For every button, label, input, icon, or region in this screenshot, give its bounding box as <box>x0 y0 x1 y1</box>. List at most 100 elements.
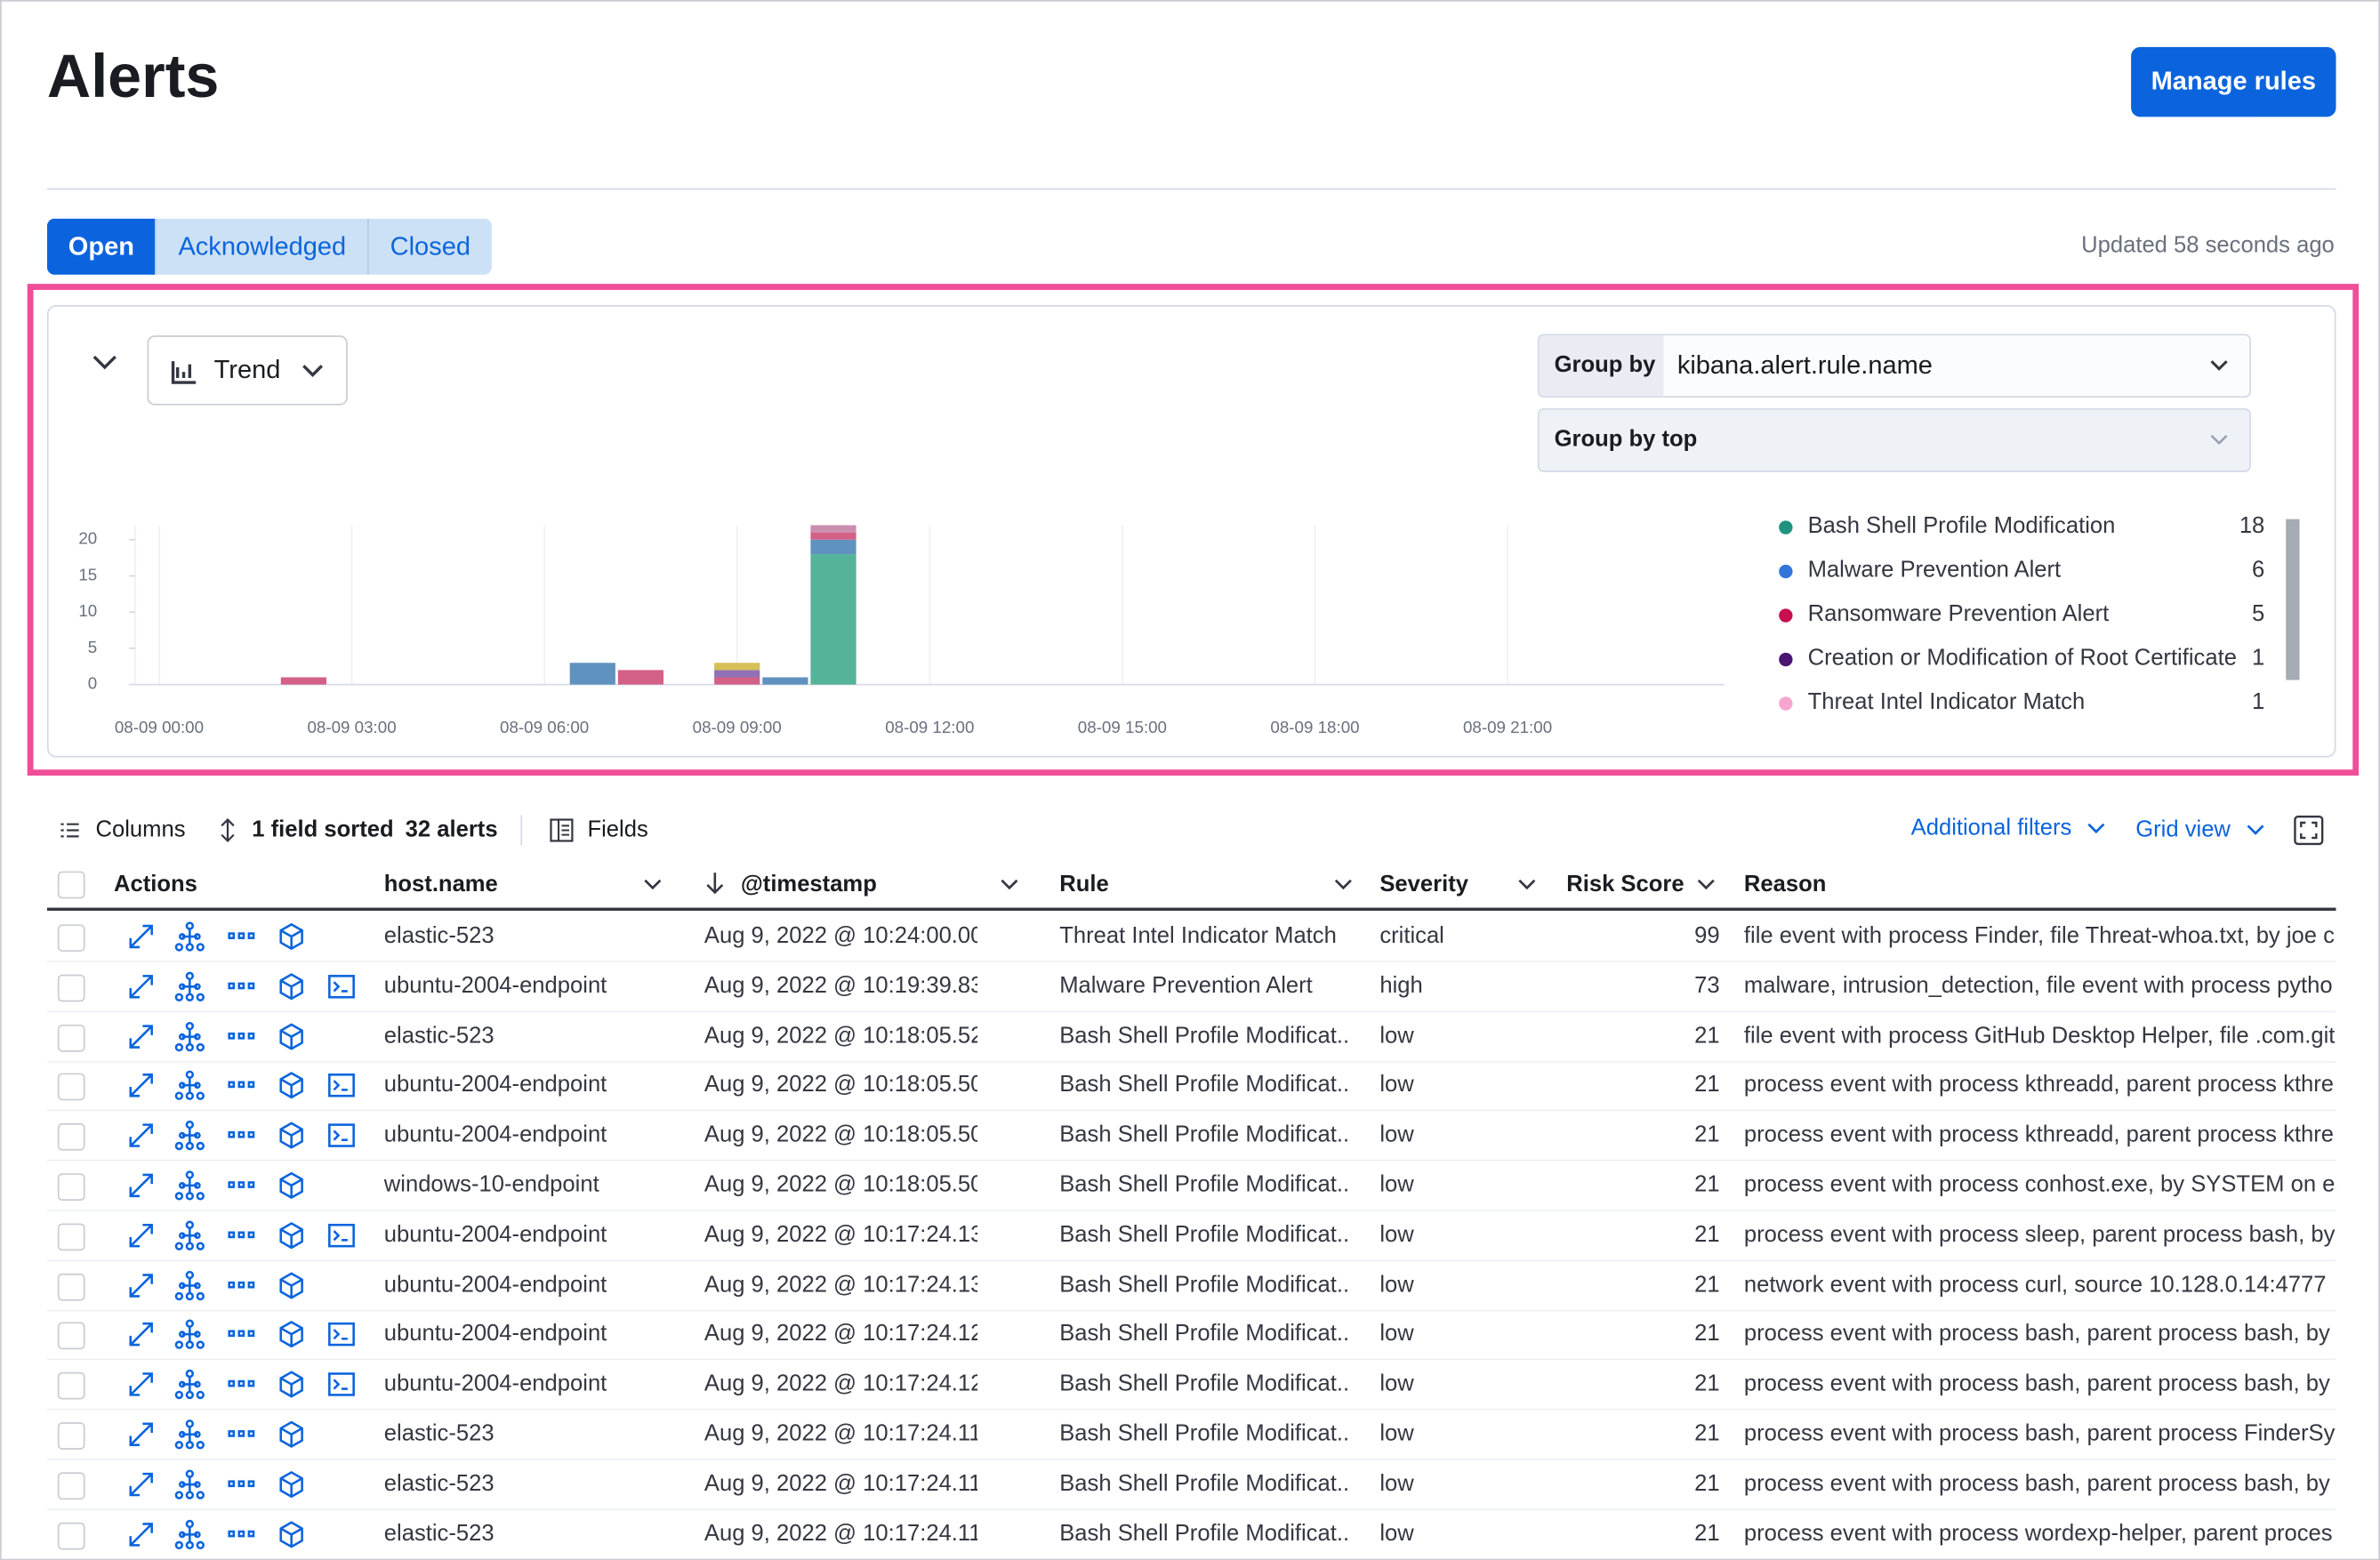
columns-button[interactable]: Columns <box>95 816 186 843</box>
column-header[interactable]: Reason <box>1743 871 1827 897</box>
row-checkbox[interactable] <box>57 1323 85 1350</box>
session-view-icon[interactable] <box>326 1320 357 1350</box>
analyze-icon[interactable] <box>174 1270 205 1300</box>
more-icon[interactable] <box>226 1270 256 1300</box>
column-menu[interactable] <box>999 877 1020 892</box>
analyze-icon[interactable] <box>174 1021 205 1051</box>
column-header[interactable]: host.name <box>383 871 498 897</box>
expand-icon[interactable] <box>126 1519 157 1549</box>
more-icon[interactable] <box>226 921 256 952</box>
investigate-icon[interactable] <box>277 1419 307 1450</box>
session-view-icon[interactable] <box>326 971 357 1001</box>
analyze-icon[interactable] <box>174 1469 205 1500</box>
investigate-icon[interactable] <box>277 1469 307 1500</box>
more-icon[interactable] <box>226 1170 256 1201</box>
row-checkbox[interactable] <box>57 1223 85 1250</box>
session-view-icon[interactable] <box>326 1121 357 1151</box>
row-checkbox[interactable] <box>57 1472 85 1500</box>
additional-filters[interactable]: Additional filters <box>1910 815 2072 841</box>
status-tab[interactable]: Closed <box>367 218 492 275</box>
group-by-select[interactable]: Group by kibana.alert.rule.name <box>1537 334 2251 398</box>
analyze-icon[interactable] <box>174 1170 205 1201</box>
analyze-icon[interactable] <box>174 1071 205 1101</box>
investigate-icon[interactable] <box>277 1320 307 1350</box>
more-icon[interactable] <box>226 1519 256 1549</box>
expand-icon[interactable] <box>126 1021 157 1051</box>
expand-icon[interactable] <box>126 1469 157 1500</box>
column-menu[interactable] <box>642 877 663 892</box>
analyze-icon[interactable] <box>174 1370 205 1400</box>
investigate-icon[interactable] <box>277 971 307 1001</box>
investigate-icon[interactable] <box>277 1021 307 1051</box>
expand-icon[interactable] <box>126 1419 157 1450</box>
row-checkbox[interactable] <box>57 1173 85 1201</box>
fullscreen-button[interactable] <box>2294 815 2324 846</box>
expand-icon[interactable] <box>126 921 157 952</box>
column-menu[interactable] <box>1695 877 1717 892</box>
investigate-icon[interactable] <box>277 921 307 952</box>
sort-button[interactable]: 1 field sorted <box>252 816 394 843</box>
session-view-icon[interactable] <box>326 1220 357 1250</box>
row-checkbox[interactable] <box>57 1024 85 1052</box>
collapse-toggle[interactable] <box>90 350 120 374</box>
row-checkbox[interactable] <box>57 1123 85 1151</box>
session-view-icon[interactable] <box>326 1370 357 1400</box>
analyze-icon[interactable] <box>174 1519 205 1549</box>
expand-icon[interactable] <box>126 1170 157 1201</box>
investigate-icon[interactable] <box>277 1370 307 1400</box>
row-checkbox[interactable] <box>57 1074 85 1101</box>
analyze-icon[interactable] <box>174 1220 205 1250</box>
more-icon[interactable] <box>226 1370 256 1400</box>
legend-item[interactable]: Ransomware Prevention Alert 5 <box>1770 597 2264 633</box>
expand-icon[interactable] <box>126 1220 157 1250</box>
fields-button[interactable]: Fields <box>587 816 648 843</box>
expand-icon[interactable] <box>126 1370 157 1400</box>
more-icon[interactable] <box>226 1121 256 1151</box>
expand-icon[interactable] <box>126 971 157 1001</box>
column-header[interactable]: Rule <box>1059 871 1109 897</box>
more-icon[interactable] <box>226 1021 256 1051</box>
session-view-icon[interactable] <box>326 1071 357 1101</box>
investigate-icon[interactable] <box>277 1270 307 1300</box>
row-checkbox[interactable] <box>57 1273 85 1300</box>
investigate-icon[interactable] <box>277 1071 307 1101</box>
analyze-icon[interactable] <box>174 1320 205 1350</box>
row-checkbox[interactable] <box>57 1372 85 1400</box>
legend-item[interactable]: Creation or Modification of Root Certifi… <box>1770 640 2264 677</box>
investigate-icon[interactable] <box>277 1170 307 1201</box>
analyze-icon[interactable] <box>174 1419 205 1450</box>
column-header[interactable]: Severity <box>1379 871 1468 897</box>
manage-rules-button[interactable]: Manage rules <box>2131 46 2336 117</box>
column-header[interactable]: Risk Score <box>1566 871 1684 897</box>
row-checkbox[interactable] <box>57 924 85 953</box>
investigate-icon[interactable] <box>277 1220 307 1250</box>
investigate-icon[interactable] <box>277 1121 307 1151</box>
column-menu[interactable] <box>1332 877 1354 892</box>
more-icon[interactable] <box>226 1320 256 1350</box>
column-menu[interactable] <box>1516 877 1538 892</box>
legend-item[interactable]: Bash Shell Profile Modification 18 <box>1770 509 2264 545</box>
row-checkbox[interactable] <box>57 1422 85 1450</box>
column-header[interactable]: @timestamp <box>740 871 877 897</box>
legend-item[interactable]: Threat Intel Indicator Match 1 <box>1770 685 2264 721</box>
analyze-icon[interactable] <box>174 921 205 952</box>
analyze-icon[interactable] <box>174 1121 205 1151</box>
more-icon[interactable] <box>226 1071 256 1101</box>
status-tab[interactable]: Acknowledged <box>155 218 368 275</box>
header-checkbox[interactable] <box>57 871 85 899</box>
analyze-icon[interactable] <box>174 971 205 1001</box>
group-by-top-select[interactable]: Group by top <box>1537 408 2251 472</box>
row-checkbox[interactable] <box>57 974 85 1002</box>
expand-icon[interactable] <box>126 1121 157 1151</box>
more-icon[interactable] <box>226 1220 256 1250</box>
view-selector[interactable]: Trend <box>147 335 348 406</box>
expand-icon[interactable] <box>126 1071 157 1101</box>
expand-icon[interactable] <box>126 1270 157 1300</box>
more-icon[interactable] <box>226 1419 256 1450</box>
status-tab[interactable]: Open <box>46 218 156 275</box>
grid-view[interactable]: Grid view <box>2135 816 2231 843</box>
expand-icon[interactable] <box>126 1320 157 1350</box>
investigate-icon[interactable] <box>277 1519 307 1549</box>
more-icon[interactable] <box>226 971 256 1001</box>
row-checkbox[interactable] <box>57 1522 85 1549</box>
